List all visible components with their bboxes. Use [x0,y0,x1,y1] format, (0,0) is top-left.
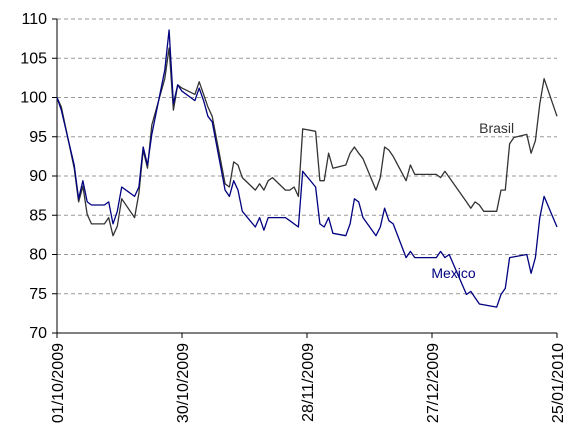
x-axis-ticks: 01/10/2009 30/10/2009 28/11/2009 27/12/2009… [50,333,565,423]
y-tick-label: 95 [29,129,47,146]
y-tick-label: 90 [29,168,47,185]
x-tick-label: 30/10/2009 [175,343,192,423]
series-line-mexico [56,29,558,308]
x-tick-label: 27/12/2009 [425,343,442,423]
series-label-brasil: Brasil [479,120,514,136]
x-tick-label: 01/10/2009 [50,343,67,423]
series-line-brasil [56,47,558,237]
y-tick-label: 110 [21,11,47,28]
y-tick-label: 105 [20,50,47,67]
y-tick-label: 80 [29,247,47,264]
series-label-mexico: Mexico [431,265,476,281]
y-tick-label: 70 [29,325,47,342]
x-tick-label: 25/01/2010 [550,343,565,423]
y-tick-label: 100 [20,90,47,107]
y-tick-label: 85 [29,207,47,224]
series-labels: Brasil Mexico [431,120,514,281]
x-tick-label: 28/11/2009 [300,343,317,422]
y-tick-label: 75 [29,286,47,303]
grid [57,18,557,295]
y-axis-ticks: 70 75 80 85 90 95 100 105 110 [20,11,57,342]
series-lines [56,29,558,308]
